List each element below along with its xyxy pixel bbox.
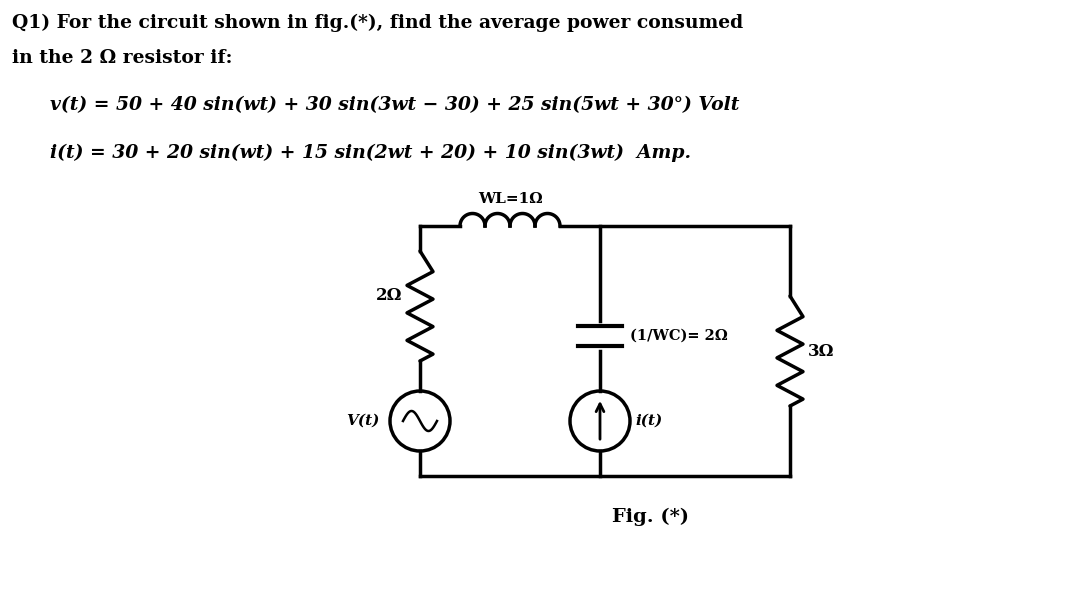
Text: Q1) For the circuit shown in fig.(*), find the average power consumed: Q1) For the circuit shown in fig.(*), fi… (12, 14, 743, 32)
Text: WL=1Ω: WL=1Ω (477, 192, 542, 206)
Text: 2Ω: 2Ω (376, 287, 402, 305)
Text: V(t): V(t) (347, 414, 380, 428)
Text: in the 2 Ω resistor if:: in the 2 Ω resistor if: (12, 49, 232, 67)
Text: i(t) = 30 + 20 sin(wt) + 15 sin(2wt + 20) + 10 sin(3wt)  Amp.: i(t) = 30 + 20 sin(wt) + 15 sin(2wt + 20… (50, 144, 691, 162)
Text: (1/WC)= 2Ω: (1/WC)= 2Ω (630, 329, 728, 343)
Text: 3Ω: 3Ω (808, 343, 835, 359)
Text: v(t) = 50 + 40 sin(wt) + 30 sin(3wt − 30) + 25 sin(5wt + 30°) Volt: v(t) = 50 + 40 sin(wt) + 30 sin(3wt − 30… (50, 96, 740, 114)
Text: i(t): i(t) (635, 414, 662, 428)
Text: Fig. (*): Fig. (*) (611, 508, 689, 526)
